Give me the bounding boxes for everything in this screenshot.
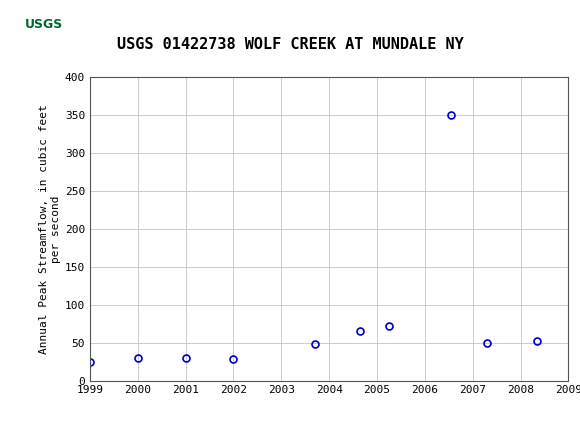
- FancyBboxPatch shape: [6, 4, 81, 45]
- Y-axis label: Annual Peak Streamflow, in cubic feet
per second: Annual Peak Streamflow, in cubic feet pe…: [39, 104, 61, 354]
- Text: USGS: USGS: [24, 18, 63, 31]
- Text: USGS 01422738 WOLF CREEK AT MUNDALE NY: USGS 01422738 WOLF CREEK AT MUNDALE NY: [117, 37, 463, 52]
